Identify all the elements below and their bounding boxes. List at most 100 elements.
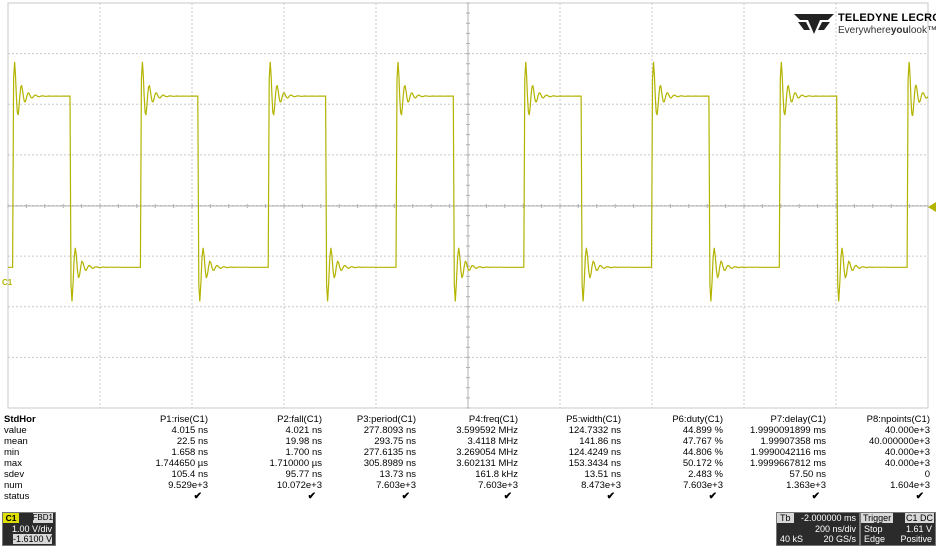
table-cell: 1.363e+3 [786,480,826,491]
brand-name: TELEDYNE LECROY [838,12,936,24]
table-row: value 4.015 ns 4.021 ns 277.8093 ns 3.599592… [0,425,936,436]
trigger-level-marker[interactable] [928,202,936,212]
brand-tagline: Everywhereyoulook™ [838,25,936,36]
c1-waveform-trace [8,61,929,302]
table-cell: 8.473e+3 [581,480,621,491]
parameter-header[interactable]: P5:width(C1) [566,414,621,425]
table-row: num 9.529e+3 10.072e+3 7.603e+3 7.603e+3 8.47… [0,480,936,491]
trigger-descriptor[interactable]: Trigger C1 DC Stop 1.61 V Edge Positive [860,512,936,546]
table-cell: 3.599592 MHz [456,425,518,436]
table-cell: 4.021 ns [285,425,322,436]
status-check-icon: ✔ [193,491,202,502]
status-check-icon: ✔ [811,491,820,502]
measurement-table: StdHor P1:rise(C1) P2:fall(C1) P3:period(C1… [0,414,936,510]
timebase-label: Tb [777,513,794,523]
table-cell: 47.767 % [682,436,723,447]
status-check-icon: ✔ [401,491,410,502]
status-check-icon: ✔ [708,491,717,502]
table-cell: 44.899 % [682,425,723,436]
c1-offset: -1.6100 V [12,534,52,544]
parameter-header[interactable]: P3:period(C1) [356,414,416,425]
parameter-header[interactable]: P1:rise(C1) [159,414,208,425]
table-cell: 40.000e+3 [884,458,930,469]
table-cell: 1.99907358 ms [760,436,827,447]
table-cell: 1.744650 µs [155,458,209,469]
table-cell: 13.73 ns [379,469,416,480]
status-check-icon: ✔ [503,491,512,502]
table-cell: 9.529e+3 [168,480,208,491]
table-cell: 2.483 % [688,469,723,480]
c1-flags: FBD1 [32,513,53,523]
channel-ground-marker[interactable]: C1 [2,278,13,287]
table-cell: 1.700 ns [285,447,322,458]
parameter-header[interactable]: P4:freq(C1) [468,414,518,425]
parameter-header[interactable]: P7:delay(C1) [770,414,826,425]
table-cell: 1.658 ns [171,447,208,458]
table-cell: 7.603e+3 [683,480,723,491]
c1-volts-per-div: 1.00 V/div [11,524,52,534]
status-check-icon: ✔ [307,491,316,502]
table-cell: 305.8989 ns [363,458,416,469]
trigger-slope: Positive [900,534,932,544]
table-cell: 1.710000 µs [269,458,323,469]
channel-c1-descriptor[interactable]: C1 FBD1 1.00 V/div -1.6100 V [2,512,56,546]
trigger-type: Edge [864,534,886,544]
status-check-icon: ✔ [915,491,924,502]
table-cell: 95.77 ns [285,469,322,480]
table-cell: 3.269054 MHz [456,447,518,458]
timebase-time-per-div: 200 ns/div [814,524,856,534]
table-cell: 7.603e+3 [478,480,518,491]
table-cell: 124.4249 ns [568,447,621,458]
table-cell: 0 [924,469,930,480]
table-cell: 1.9999667812 ms [749,458,826,469]
table-cell: 7.603e+3 [376,480,416,491]
trigger-coupling: DC [919,513,934,523]
row-label: min [4,447,20,458]
table-row: status ✔ ✔ ✔ ✔ ✔ ✔ ✔ ✔ [0,491,936,502]
table-row: sdev 105.4 ns 95.77 ns 13.73 ns 161.8 kHz 13.… [0,469,936,480]
table-cell: 19.98 ns [285,436,322,447]
table-cell: 1.9990091899 ms [749,425,826,436]
table-cell: 105.4 ns [171,469,208,480]
table-cell: 277.6135 ns [363,447,416,458]
table-cell: 3.602131 MHz [456,458,518,469]
row-label: mean [4,436,28,447]
waveform-display[interactable]: TELEDYNE LECROY Everywhereyoulook™ C1 [0,0,936,410]
status-check-icon: ✔ [606,491,615,502]
table-cell: 1.604e+3 [890,480,930,491]
row-label: num [4,480,23,491]
c1-tag: C1 [3,513,19,523]
table-cell: 40.000e+3 [884,447,930,458]
table-cell: 40.000e+3 [884,425,930,436]
row-label: status [4,491,30,502]
table-cell: 13.51 ns [584,469,621,480]
table-row: mean 22.5 ns 19.98 ns 293.75 ns 3.4118 MHz 14… [0,436,936,447]
table-cell: 40.000000e+3 [868,436,930,447]
trigger-label: Trigger [861,513,894,523]
trigger-mode: Stop [864,524,883,534]
row-label: value [4,425,27,436]
timebase-descriptor[interactable]: Tb -2.000000 ms 200 ns/div 40 kS 20 GS/s [776,512,860,546]
table-row: min 1.658 ns 1.700 ns 277.6135 ns 3.269054 M… [0,447,936,458]
table-cell: 50.172 % [682,458,723,469]
row-label: sdev [4,469,25,480]
table-cell: 293.75 ns [374,436,416,447]
table-cell: 3.4118 MHz [467,436,518,447]
trigger-level: 1.61 V [905,524,932,534]
table-cell: 277.8093 ns [363,425,416,436]
table-header-row: StdHor P1:rise(C1) P2:fall(C1) P3:period(C1… [0,414,936,425]
table-cell: 44.806 % [682,447,723,458]
parameter-header[interactable]: P8:npoints(C1) [866,414,930,425]
parameter-header[interactable]: P2:fall(C1) [277,414,322,425]
table-cell: 1.9990042116 ms [750,447,826,458]
table-cell: 10.072e+3 [276,480,322,491]
trigger-source: C1 [905,513,919,523]
table-row: max 1.744650 µs 1.710000 µs 305.8989 ns 3.60… [0,458,936,469]
parameter-header[interactable]: P6:duty(C1) [672,414,723,425]
bottom-status-bar: C1 FBD1 1.00 V/div -1.6100 V Tb -2.00000… [0,510,936,546]
timebase-samples: 40 kS [780,534,804,544]
table-cell: 141.86 ns [579,436,621,447]
table-cell: 153.3434 ns [568,458,621,469]
timebase-delay: -2.000000 ms [800,513,856,523]
table-cell: 161.8 kHz [475,469,518,480]
